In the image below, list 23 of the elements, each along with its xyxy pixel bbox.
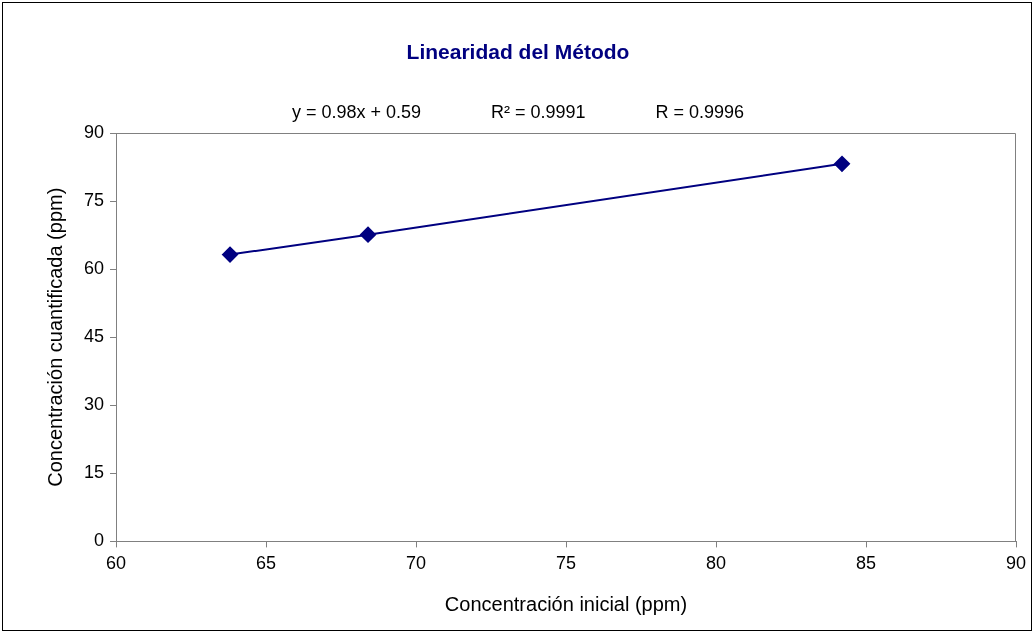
x-tick-label: 85 (855, 553, 877, 574)
x-tick-label: 80 (705, 553, 727, 574)
text: y = 0.98x + 0.59 (291, 102, 421, 123)
point (222, 246, 239, 263)
x-tick-label: 75 (556, 553, 577, 574)
chart-title: Linearidad del Método (405, 40, 631, 64)
y-tick-label: 90 (83, 121, 105, 142)
point (360, 226, 377, 243)
text: R = 0.9996 (655, 102, 745, 123)
x-tick-label: 70 (406, 553, 427, 574)
x-axis-title: Concentración inicial (ppm) (444, 592, 688, 615)
y-tick-label: 30 (83, 394, 105, 415)
point (834, 155, 850, 172)
x-tick-label: 60 (106, 553, 127, 574)
x-tick-label: 65 (256, 553, 277, 574)
x-tick-label: 90 (1005, 553, 1027, 574)
y-tick-label: 0 (94, 530, 105, 551)
y-tick-label: 15 (83, 462, 105, 483)
y-axis-title: Concentración cuantificada (ppm) (43, 187, 66, 487)
text: R² = 0.9991 (490, 102, 586, 123)
y-tick-label: 60 (83, 258, 105, 279)
y-tick-label: 75 (83, 190, 105, 211)
y-tick-label: 45 (83, 326, 105, 347)
